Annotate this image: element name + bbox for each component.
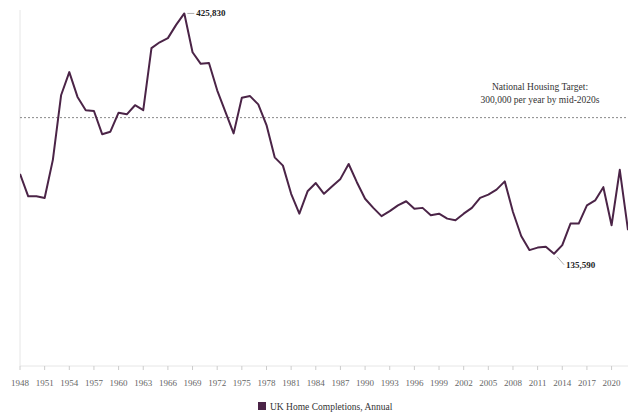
legend-swatch xyxy=(258,402,266,410)
x-tick-label: 1966 xyxy=(159,378,178,388)
x-tick xyxy=(414,366,415,370)
annotation-label: 135,590 xyxy=(566,260,596,270)
x-tick xyxy=(192,366,193,370)
x-tick xyxy=(512,366,513,370)
x-tick-label: 1957 xyxy=(85,378,104,388)
x-tick xyxy=(340,366,341,370)
x-tick-label: 2017 xyxy=(578,378,597,388)
target-line xyxy=(20,117,628,118)
x-tick xyxy=(586,366,587,370)
x-tick-label: 1993 xyxy=(381,378,400,388)
plot-area xyxy=(20,13,628,253)
x-tick xyxy=(439,366,440,370)
y-axis-line xyxy=(20,10,21,366)
chart: 1948 1951 1954 1957 1960 1963 1966 1969 1972 1975… xyxy=(0,0,640,418)
x-tick xyxy=(69,366,70,370)
x-tick xyxy=(389,366,390,370)
x-tick-label: 1981 xyxy=(282,378,300,388)
x-tick-label: 1999 xyxy=(430,378,449,388)
x-tick-label: 2002 xyxy=(455,378,473,388)
target-text: National Housing Target: xyxy=(492,82,588,92)
x-tick-label: 1978 xyxy=(257,378,276,388)
x-tick xyxy=(217,366,218,370)
x-tick-label: 1996 xyxy=(405,378,424,388)
x-tick xyxy=(537,366,538,370)
x-tick-label: 1984 xyxy=(307,378,326,388)
legend-label: UK Home Completions, Annual xyxy=(270,402,393,412)
x-tick-label: 1969 xyxy=(184,378,203,388)
x-tick-label: 2011 xyxy=(529,378,547,388)
x-tick-label: 1975 xyxy=(233,378,252,388)
x-tick-label: 1987 xyxy=(331,378,350,388)
series-line xyxy=(20,13,628,253)
annotation-pointer xyxy=(187,13,194,14)
x-tick-label: 1951 xyxy=(36,378,54,388)
x-tick xyxy=(118,366,119,370)
x-tick xyxy=(167,366,168,370)
x-tick-label: 2008 xyxy=(504,378,523,388)
x-tick xyxy=(44,366,45,370)
x-tick-label: 1972 xyxy=(208,378,226,388)
x-tick-label: 1948 xyxy=(11,378,30,388)
x-tick-label: 1990 xyxy=(356,378,375,388)
x-tick xyxy=(463,366,464,370)
x-tick-label: 2014 xyxy=(553,378,572,388)
x-tick xyxy=(266,366,267,370)
x-tick-label: 1954 xyxy=(60,378,79,388)
annotation-label: 425,830 xyxy=(196,8,226,18)
x-tick xyxy=(93,366,94,370)
x-tick xyxy=(143,366,144,370)
x-tick xyxy=(20,366,21,370)
x-tick xyxy=(488,366,489,370)
x-tick-label: 2020 xyxy=(603,378,622,388)
x-tick xyxy=(365,366,366,370)
x-tick xyxy=(315,366,316,370)
x-axis-line xyxy=(20,366,628,367)
x-tick xyxy=(611,366,612,370)
x-tick xyxy=(241,366,242,370)
x-tick-label: 1963 xyxy=(134,378,153,388)
x-tick-label: 1960 xyxy=(110,378,129,388)
annotation-pointer xyxy=(557,257,564,265)
target-subtext: 300,000 per year by mid-2020s xyxy=(481,95,600,105)
x-tick xyxy=(562,366,563,370)
x-tick-label: 2005 xyxy=(479,378,498,388)
x-tick xyxy=(291,366,292,370)
